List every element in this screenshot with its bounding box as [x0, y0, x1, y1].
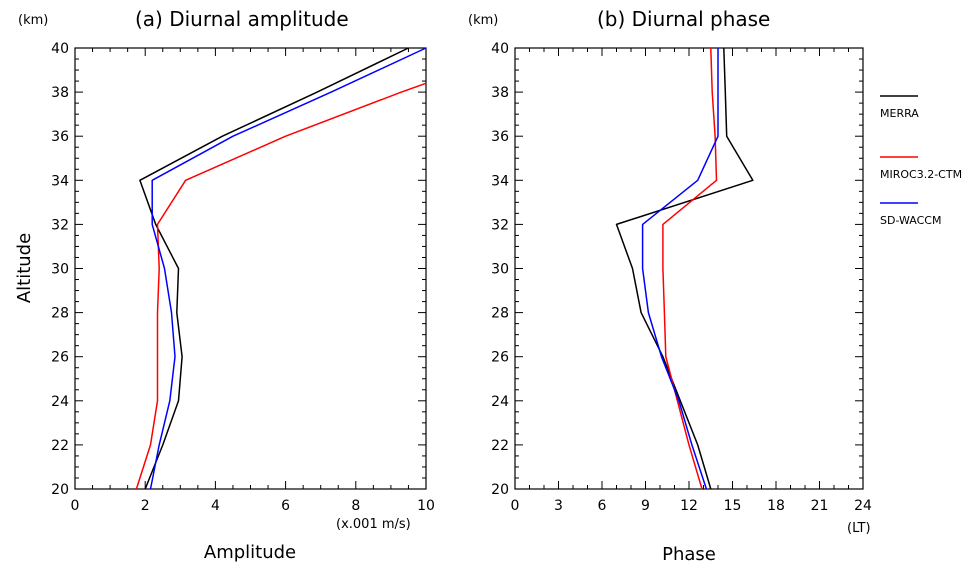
- y-tick-label: 40: [51, 41, 69, 57]
- legend-label: MERRA: [880, 107, 919, 120]
- x-tick-label: 9: [641, 498, 650, 514]
- x-tick-label: 21: [811, 498, 829, 514]
- x-tick-label: 8: [351, 498, 360, 514]
- x-tick-label: 4: [211, 498, 220, 514]
- y-tick-label: 38: [51, 85, 69, 101]
- y-tick-label: 36: [491, 129, 509, 145]
- x-tick-label: 6: [281, 498, 290, 514]
- x-axis-label: Amplitude: [204, 542, 296, 563]
- y-tick-label: 20: [491, 482, 509, 498]
- x-unit-label: (LT): [847, 521, 871, 536]
- x-unit-label: (x.001 m/s): [336, 517, 411, 532]
- y-unit-label: (km): [468, 13, 498, 28]
- y-tick-label: 22: [491, 438, 509, 454]
- series-line-merra: [139, 47, 409, 490]
- x-tick-label: 3: [554, 498, 563, 514]
- y-tick-label: 26: [51, 350, 69, 366]
- y-tick-label: 32: [491, 217, 509, 233]
- y-tick-label: 30: [51, 262, 69, 278]
- y-tick-label: 24: [51, 394, 69, 410]
- x-tick-label: 24: [854, 498, 872, 514]
- legend-label: SD-WACCM: [880, 214, 941, 227]
- x-tick-label: 15: [724, 498, 742, 514]
- series-line-miroc3-2-ctm: [135, 82, 427, 490]
- x-tick-label: 10: [417, 498, 435, 514]
- x-tick-label: 0: [511, 498, 520, 514]
- x-tick-label: 6: [598, 498, 607, 514]
- series-line-merra: [615, 47, 754, 490]
- x-tick-label: 2: [141, 498, 150, 514]
- y-unit-label: (km): [18, 13, 48, 28]
- x-tick-label: 18: [767, 498, 785, 514]
- y-tick-label: 30: [491, 262, 509, 278]
- x-tick-label: 0: [71, 498, 80, 514]
- panel-amplitude: (km) (a) Diurnal amplitude 2022242628303…: [14, 7, 435, 563]
- y-tick-label: 28: [491, 306, 509, 322]
- legend-label: MIROC3.2-CTM: [880, 168, 962, 181]
- series-line-sd-waccm: [149, 47, 427, 490]
- plot-frame: [74, 47, 427, 490]
- y-tick-label: 38: [491, 85, 509, 101]
- chart-title: (b) Diurnal phase: [597, 7, 770, 31]
- x-tick-label: 12: [680, 498, 698, 514]
- y-tick-label: 32: [51, 217, 69, 233]
- y-tick-label: 34: [51, 173, 69, 189]
- legend: MERRA MIROC3.2-CTM SD-WACCM: [880, 95, 962, 227]
- y-axis-label: Altitude: [14, 233, 35, 303]
- y-tick-label: 34: [491, 173, 509, 189]
- y-tick-label: 22: [51, 438, 69, 454]
- y-tick-label: 24: [491, 394, 509, 410]
- series-line-miroc3-2-ctm: [662, 47, 718, 490]
- y-tick-label: 28: [51, 306, 69, 322]
- chart-title: (a) Diurnal amplitude: [135, 7, 349, 31]
- y-tick-label: 36: [51, 129, 69, 145]
- y-tick-label: 20: [51, 482, 69, 498]
- y-tick-label: 40: [491, 41, 509, 57]
- series-line-sd-waccm: [641, 48, 719, 490]
- x-axis-label: Phase: [662, 544, 716, 565]
- y-tick-label: 26: [491, 350, 509, 366]
- panel-phase: (km) (b) Diurnal phase 20222426283032343…: [468, 7, 872, 565]
